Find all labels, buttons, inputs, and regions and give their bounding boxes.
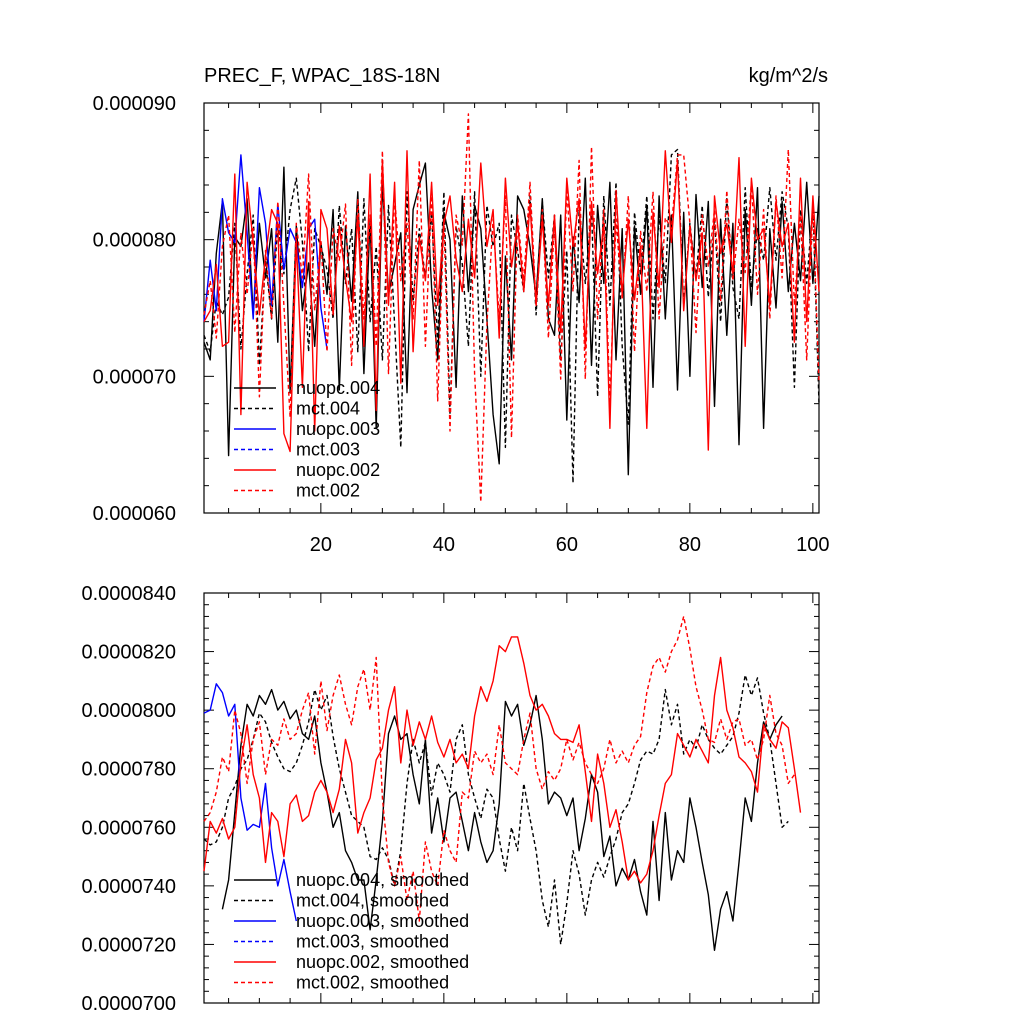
- legend-label: nuopc.002, smoothed: [296, 952, 469, 972]
- top-units: kg/m^2/s: [749, 65, 828, 87]
- legend-label: nuopc.003: [296, 419, 380, 439]
- bottom-plot-frame: [203, 592, 820, 1004]
- y-tick-label: 0.000090: [93, 93, 176, 115]
- bottom-series-group: [203, 615, 802, 951]
- legend-label: nuopc.003, smoothed: [296, 911, 469, 931]
- y-tick-label: 0.000060: [93, 503, 176, 525]
- y-tick-label: 0.0000740: [81, 876, 176, 898]
- y-tick-label: 0.000080: [93, 230, 176, 252]
- legend-label: mct.004, smoothed: [296, 891, 449, 911]
- series-line-nuopc-003-smoothed: [203, 683, 297, 922]
- bottom-y-axis: 0.0000700 0.0000720 0.0000740 0.0000760 0.00…: [81, 583, 819, 1015]
- y-tick-label: 0.0000820: [81, 642, 176, 664]
- top-y-axis: 0.000060 0.000070 0.000080 0.000090: [93, 93, 819, 525]
- legend-label: nuopc.004: [296, 378, 380, 398]
- y-tick-label: 0.0000840: [81, 583, 176, 605]
- top-panel: PREC_F, WPAC_18S-18N kg/m^2/s 0.0000600.…: [93, 65, 830, 556]
- y-tick-label: 0.0000720: [81, 934, 176, 956]
- x-tick-label: 100: [796, 534, 829, 556]
- y-tick-label: 0.0000760: [81, 817, 176, 839]
- top-legend: nuopc.004mct.004nuopc.003mct.003nuopc.00…: [234, 378, 380, 501]
- series-line-mct-004-smoothed: [203, 674, 789, 946]
- series-line-mct-002-smoothed: [203, 615, 795, 922]
- series-line-nuopc-002-smoothed: [203, 636, 802, 884]
- series-line-nuopc-004-smoothed: [221, 688, 783, 951]
- legend-label: mct.004: [296, 399, 360, 419]
- bottom-panel: 0.0000700 0.0000720 0.0000740 0.0000760 0.00…: [81, 583, 820, 1015]
- y-tick-label: 0.0000780: [81, 759, 176, 781]
- bottom-x-axis: [228, 593, 814, 1003]
- x-tick-label: 20: [310, 534, 332, 556]
- top-series-group: [203, 113, 820, 503]
- legend-label: mct.003, smoothed: [296, 932, 449, 952]
- x-tick-label: 80: [679, 534, 701, 556]
- series-line-nuopc-002: [203, 150, 820, 453]
- legend-label: nuopc.002: [296, 460, 380, 480]
- y-tick-label: 0.0000800: [81, 700, 176, 722]
- series-line-mct-004: [203, 148, 820, 484]
- series-line-mct-002: [203, 113, 820, 503]
- y-tick-label: 0.000070: [93, 366, 176, 388]
- legend-label: mct.003: [296, 440, 360, 460]
- top-x-axis: 20 40 60 80 100: [228, 103, 830, 556]
- legend-label: mct.002, smoothed: [296, 973, 449, 993]
- top-plot-frame: [203, 102, 820, 514]
- y-tick-label: 0.0000700: [81, 993, 176, 1015]
- top-title: PREC_F, WPAC_18S-18N: [204, 65, 440, 87]
- legend-label: nuopc.004, smoothed: [296, 870, 469, 890]
- x-tick-label: 40: [433, 534, 455, 556]
- legend-label: mct.002: [296, 481, 360, 501]
- x-tick-label: 60: [556, 534, 578, 556]
